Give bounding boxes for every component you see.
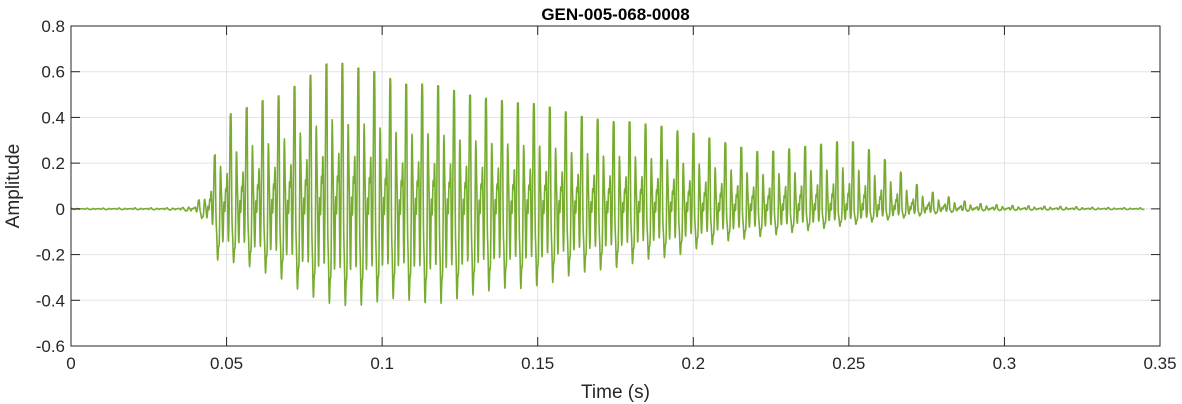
y-tick-label: -0.2	[36, 246, 65, 265]
x-tick-label: 0.25	[832, 354, 865, 373]
x-tick-label: 0.15	[521, 354, 554, 373]
y-tick-label: 0.4	[41, 108, 65, 127]
y-axis-label: Amplitude	[3, 144, 24, 229]
waveform-series	[70, 62, 1145, 307]
y-tick-label: 0	[56, 200, 65, 219]
axes-ticks	[70, 25, 1161, 347]
y-tick-label: 0.8	[41, 17, 65, 36]
y-tick-labels: -0.6 -0.4 -0.2 0 0.2 0.4 0.6 0.8	[36, 17, 65, 356]
plot-box	[70, 25, 1161, 347]
plot-area	[71, 26, 1160, 346]
y-tick-label: 0.2	[41, 154, 65, 173]
waveform-line	[70, 62, 1145, 307]
y-tick-label: -0.4	[36, 291, 65, 310]
y-tick-label: 0.6	[41, 63, 65, 82]
x-tick-label: 0.1	[370, 354, 394, 373]
x-tick-label: 0.05	[210, 354, 243, 373]
chart-title: GEN-005-068-0008	[541, 5, 689, 24]
y-tick-label: -0.6	[36, 337, 65, 356]
x-tick-label: 0	[66, 354, 75, 373]
x-axis-label: Time (s)	[581, 382, 650, 403]
x-tick-label: 0.35	[1143, 354, 1176, 373]
x-tick-label: 0.2	[681, 354, 705, 373]
x-tick-label: 0.3	[993, 354, 1017, 373]
x-tick-labels: 0 0.05 0.1 0.15 0.2 0.25 0.3 0.35	[66, 354, 1176, 373]
